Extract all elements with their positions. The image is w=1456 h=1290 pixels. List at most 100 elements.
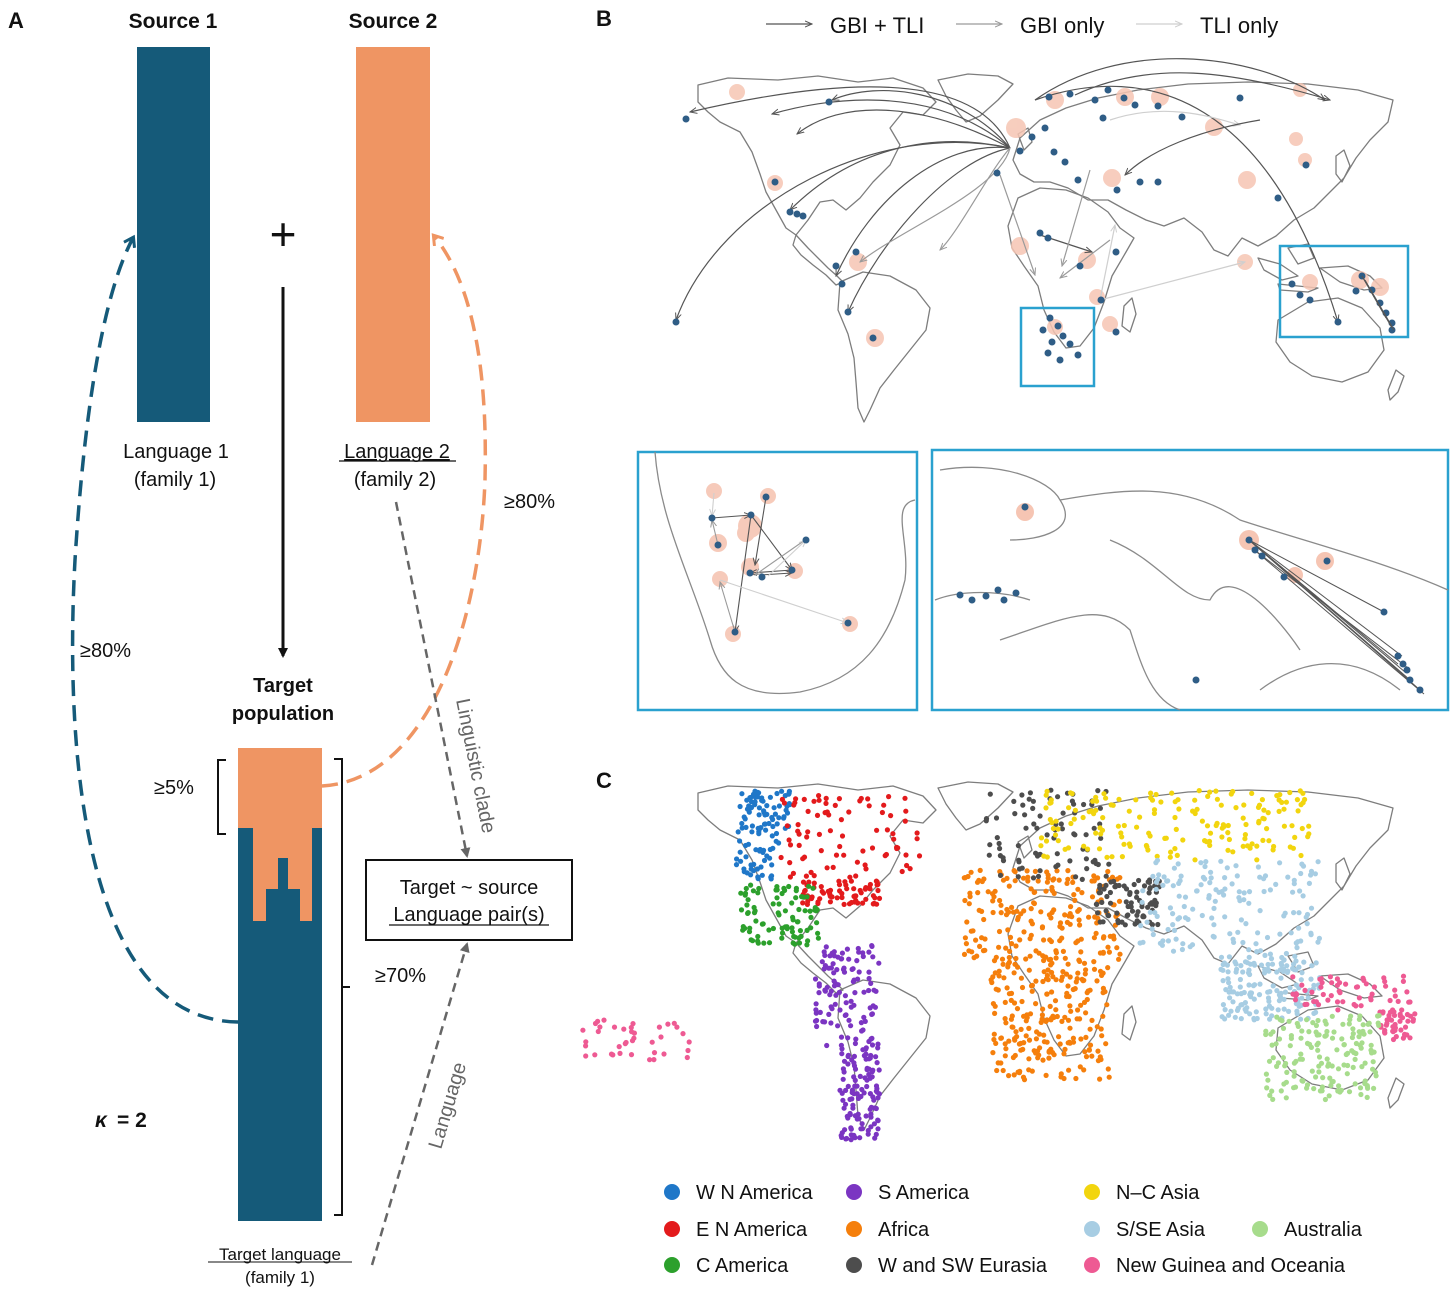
language-dot [810, 885, 816, 891]
language-dot [1346, 1089, 1353, 1095]
language-dot [851, 1060, 857, 1066]
language-dot [1099, 1033, 1105, 1039]
language-dot [1392, 1025, 1398, 1031]
language-dot [1082, 971, 1088, 977]
language-dot [845, 1053, 851, 1060]
language-dot [1249, 790, 1255, 797]
source1-bar [137, 47, 210, 422]
language-dot [1192, 797, 1198, 803]
language-dot [1055, 838, 1061, 844]
panel-a: A Source 1 Source 2 + Language 1 (family… [8, 8, 573, 1287]
language-dot [628, 1052, 635, 1058]
language-dot [838, 1034, 845, 1040]
language-dot [1152, 897, 1158, 904]
language-dot [761, 808, 767, 814]
language-dot [1053, 955, 1059, 961]
language-dot [1246, 954, 1252, 960]
language-dot [1171, 927, 1178, 934]
language-dot [1018, 975, 1024, 981]
language-dot [1238, 963, 1244, 969]
language-dot [1240, 815, 1246, 821]
language-dot [857, 887, 863, 894]
language-dot [1134, 824, 1140, 830]
language-dot [628, 1024, 634, 1031]
source1-title: Source 1 [129, 10, 218, 33]
language-dot [1020, 1074, 1027, 1080]
legend-dot-s-america [846, 1184, 862, 1200]
language-dot [617, 1050, 623, 1056]
language-dot [992, 970, 998, 976]
language-dot [838, 1132, 844, 1139]
language-dot [802, 887, 808, 894]
language-dot [1121, 822, 1127, 829]
language-dot [836, 882, 843, 888]
language-dot [881, 802, 887, 808]
language-dot [1095, 910, 1101, 916]
language-dot [1240, 843, 1246, 849]
language-dot [1198, 882, 1204, 888]
language-dot [1368, 997, 1374, 1003]
language-dot [990, 974, 996, 980]
language-dot [1397, 1018, 1403, 1024]
language-dot [1190, 906, 1196, 912]
language-dot [1241, 890, 1247, 896]
language-dot [1296, 910, 1302, 916]
language-dot [1347, 1017, 1353, 1023]
language-dot [786, 837, 792, 843]
language-dot [1155, 876, 1161, 883]
language-dot [1054, 868, 1060, 874]
language-dot [824, 984, 830, 990]
language-dot [629, 1029, 635, 1035]
language-dot [1308, 868, 1315, 875]
language-dot [1080, 978, 1086, 984]
language-dot [1376, 1022, 1382, 1028]
language-dot [1074, 976, 1080, 982]
language-dot [1165, 926, 1171, 933]
language-dot [848, 998, 854, 1004]
language-dot [1255, 864, 1261, 870]
language-dot [759, 921, 766, 927]
language-dot [865, 1127, 871, 1134]
language-dot [1326, 1061, 1332, 1067]
language-dot [782, 908, 789, 914]
language-dot [658, 1034, 664, 1040]
language-dot [1058, 821, 1064, 827]
language-dot [997, 872, 1004, 879]
panel-c: C W N America E N America C America S Am… [580, 768, 1418, 1277]
language-dot [1290, 965, 1296, 972]
language-dot [1254, 857, 1260, 863]
language-dot [1023, 956, 1029, 962]
language-dot [1000, 961, 1006, 967]
language-dot [1151, 810, 1157, 817]
language-dot [1032, 868, 1038, 875]
language-dot [1053, 818, 1059, 824]
language-dot [833, 992, 839, 998]
language-dot [828, 965, 835, 971]
language-dot [851, 1091, 857, 1097]
language-dot [1271, 843, 1277, 850]
language-dot [1289, 823, 1295, 829]
language-dot [1115, 918, 1121, 924]
language-dot [1075, 1007, 1081, 1013]
language-dot [1266, 1058, 1273, 1064]
language-dot [775, 910, 781, 916]
language-dot [1099, 972, 1105, 979]
language-dot [858, 1020, 865, 1026]
language-dot [1117, 951, 1123, 957]
language-dot [860, 950, 866, 956]
language-dot [1288, 930, 1294, 936]
language-dot [1026, 796, 1032, 802]
language-dot [779, 788, 785, 794]
language-dot [1299, 825, 1305, 832]
language-dot [1011, 798, 1017, 805]
language-dot [1137, 940, 1143, 946]
language-dot [1073, 874, 1079, 880]
language-dot [1027, 790, 1033, 796]
language-dot [1154, 853, 1160, 859]
language-dot [1229, 881, 1235, 887]
language-dot [1267, 951, 1273, 957]
language-dot [1078, 1002, 1084, 1008]
language-dot [1247, 990, 1254, 996]
language-dot [1369, 1050, 1375, 1056]
language-dot [1005, 961, 1012, 967]
